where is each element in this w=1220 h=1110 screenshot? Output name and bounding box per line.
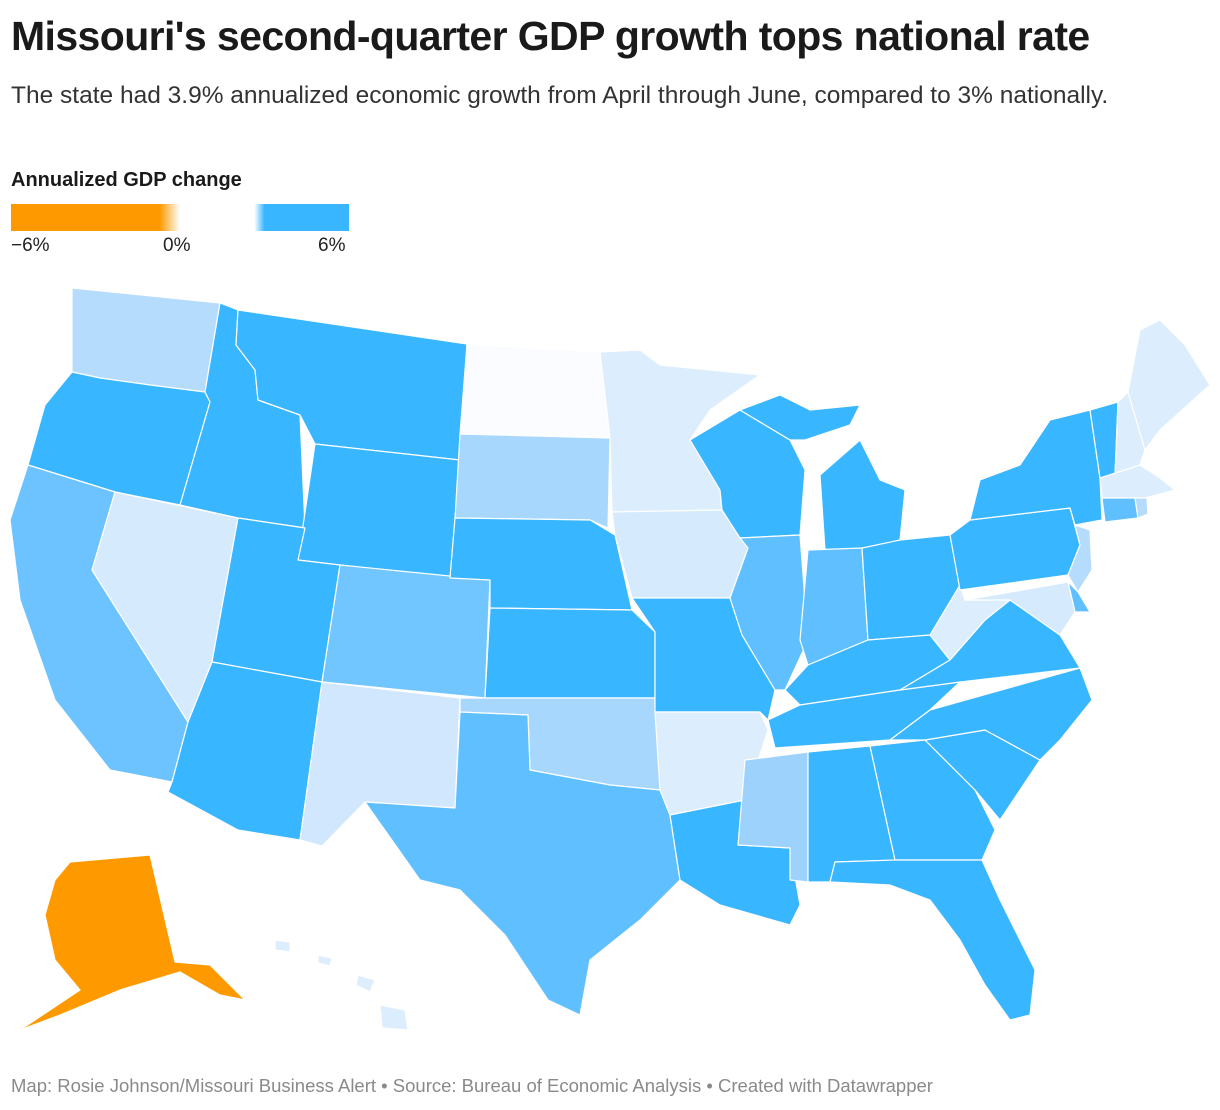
state-kansas[interactable] — [484, 607, 656, 699]
state-alaska[interactable] — [19, 854, 246, 1031]
state-new-york[interactable] — [969, 409, 1103, 526]
legend-tick-min: −6% — [11, 235, 50, 256]
state-north-dakota[interactable] — [459, 343, 611, 439]
legend-tick-max: 6% — [318, 235, 346, 256]
state-south-dakota[interactable] — [454, 433, 611, 529]
chart-title: Missouri's second-quarter GDP growth top… — [11, 13, 1090, 59]
state-wyoming[interactable] — [297, 443, 461, 579]
state-illinois[interactable] — [729, 534, 809, 691]
state-michigan-upper[interactable] — [739, 394, 861, 441]
chart-subtitle: The state had 3.9% annualized economic g… — [11, 82, 1109, 109]
state-florida[interactable] — [829, 859, 1036, 1021]
state-iowa[interactable] — [611, 509, 749, 599]
state-north-carolina[interactable] — [889, 667, 1093, 761]
state-new-hampshire[interactable] — [1114, 391, 1146, 476]
state-michigan-lower[interactable] — [819, 439, 906, 551]
state-maine[interactable] — [1127, 319, 1211, 451]
state-colorado[interactable] — [321, 564, 491, 699]
state-rhode-island[interactable] — [1134, 497, 1149, 519]
state-hawaii[interactable] — [274, 939, 409, 1031]
source-credit: Map: Rosie Johnson/Missouri Business Ale… — [11, 1075, 933, 1096]
state-maryland[interactable] — [964, 581, 1076, 636]
state-texas[interactable] — [364, 711, 681, 1016]
state-tennessee[interactable] — [767, 681, 961, 749]
legend-title: Annualized GDP change — [11, 169, 242, 191]
legend-color-bar — [11, 204, 349, 231]
state-connecticut[interactable] — [1101, 497, 1139, 523]
legend-tick-zero: 0% — [163, 235, 191, 256]
us-map — [9, 287, 1211, 1031]
